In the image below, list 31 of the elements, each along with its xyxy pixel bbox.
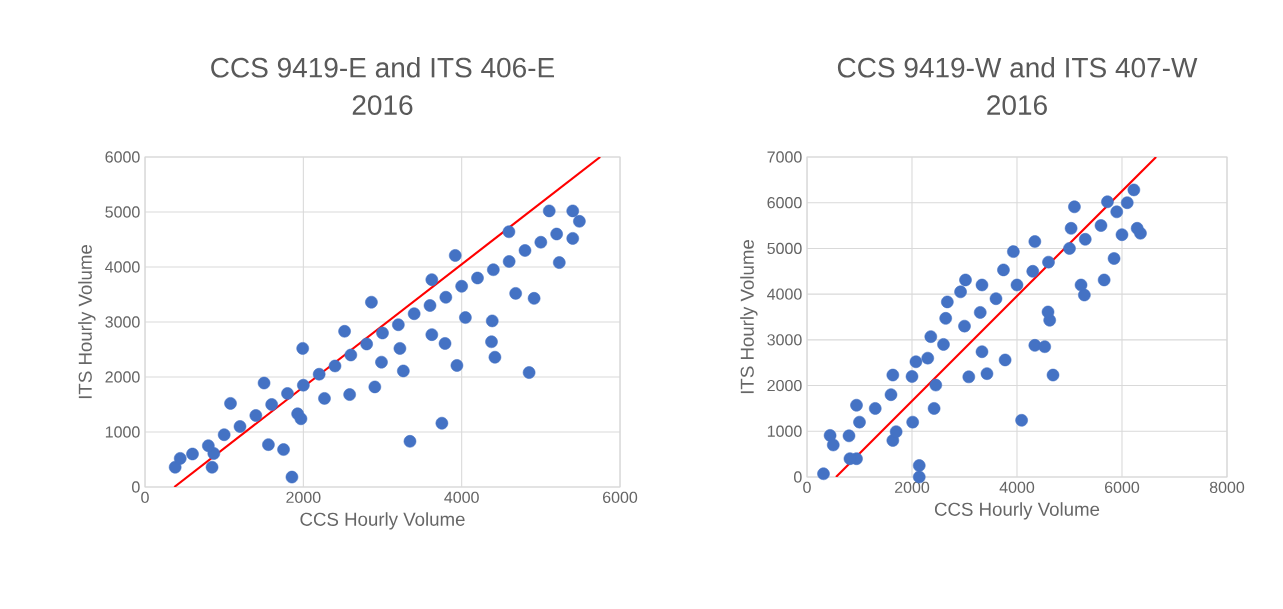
y-tick-label: 5000 (105, 206, 140, 218)
x-tick-label: 2000 (895, 481, 930, 494)
y-tick-label: 7000 (767, 151, 802, 163)
y-axis-title: ITS Hourly Volume (78, 245, 96, 399)
chart-title: CCS 9419-W and ITS 407-W (837, 57, 1198, 78)
y-tick-label: 5000 (767, 242, 802, 255)
y-tick-label: 6000 (767, 197, 802, 209)
x-axis-title: CCS Hourly Volume (300, 512, 465, 530)
y-tick-label: 0 (794, 471, 802, 483)
chart-title: CCS 9419-E and ITS 406-E (211, 57, 555, 78)
y-tick-label: 2000 (105, 371, 140, 383)
x-tick-label: 8000 (1209, 481, 1245, 494)
x-tick-label: 0 (141, 491, 149, 504)
y-tick-label: 3000 (105, 316, 140, 328)
chart-subtitle: 2016 (987, 95, 1047, 115)
x-tick-label: 6000 (603, 491, 638, 504)
x-tick-label: 4000 (444, 491, 479, 504)
x-tick-label: 6000 (1105, 481, 1140, 494)
y-tick-label: 1000 (105, 426, 140, 438)
x-tick-label: 4000 (999, 481, 1035, 494)
x-axis-title: CCS Hourly Volume (934, 502, 1100, 520)
x-tick-label: 2000 (286, 491, 321, 504)
y-tick-label: 4000 (105, 261, 140, 273)
y-tick-label: 4000 (767, 288, 802, 300)
y-tick-label: 1000 (767, 425, 802, 437)
y-tick-label: 3000 (767, 334, 802, 346)
y-tick-label: 2000 (767, 379, 802, 392)
x-tick-label: 0 (803, 481, 811, 494)
y-axis-title: ITS Hourly Volume (740, 240, 758, 394)
chart-subtitle: 2016 (352, 95, 413, 115)
y-tick-label: 6000 (105, 151, 140, 163)
